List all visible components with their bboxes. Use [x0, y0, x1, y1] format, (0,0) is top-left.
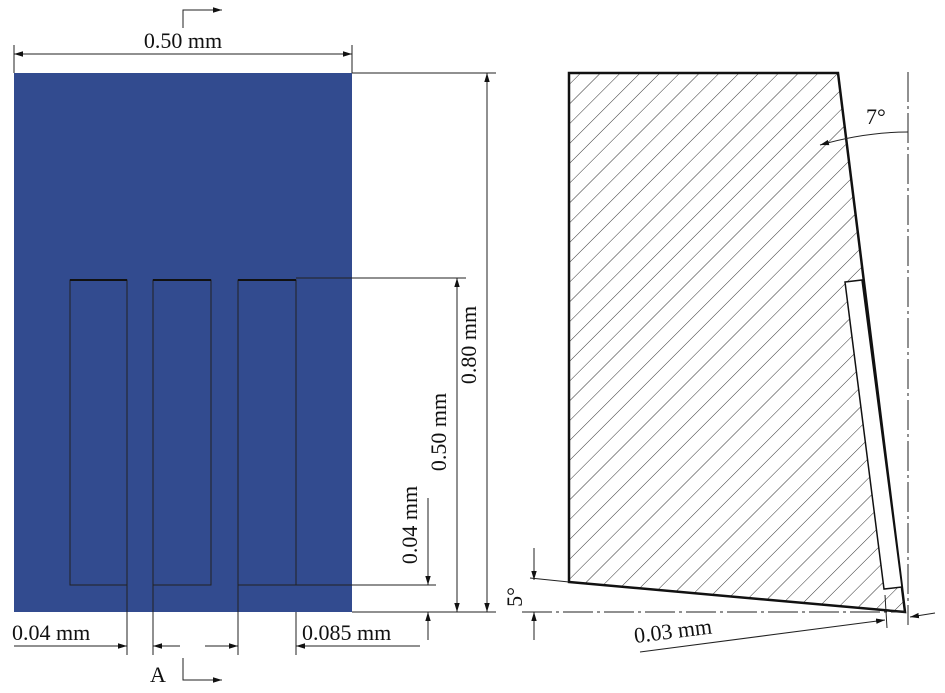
dim-label: 0.04 mm: [12, 620, 90, 645]
section-arrow: [182, 658, 222, 683]
section-arrow: [182, 7, 222, 28]
ext-line: [529, 577, 570, 583]
plate: [14, 73, 352, 612]
dim-line: [639, 618, 886, 653]
dim-line: [909, 612, 936, 619]
ext-line: [884, 594, 888, 629]
dim-label: 0.80 mm: [456, 306, 481, 384]
dim-label: 0.50 mm: [144, 28, 222, 53]
front-view: 0.50 mm 0.80 mm 0.50 mm 0.04 mm 0.04 mm …: [12, 7, 496, 687]
dim-label: 0.04 mm: [397, 486, 422, 564]
angle-arc: [819, 131, 909, 146]
angle-label: 7°: [866, 104, 886, 129]
section-label: A: [150, 662, 166, 687]
dim-label: 0.03 mm: [633, 614, 714, 648]
dim-label: 0.50 mm: [426, 393, 451, 471]
dim-label: 0.085 mm: [302, 620, 391, 645]
angle-label: 5°: [502, 587, 527, 607]
slot: [844, 279, 903, 590]
section-view: 7° 5° 0.03 mm: [502, 71, 936, 653]
